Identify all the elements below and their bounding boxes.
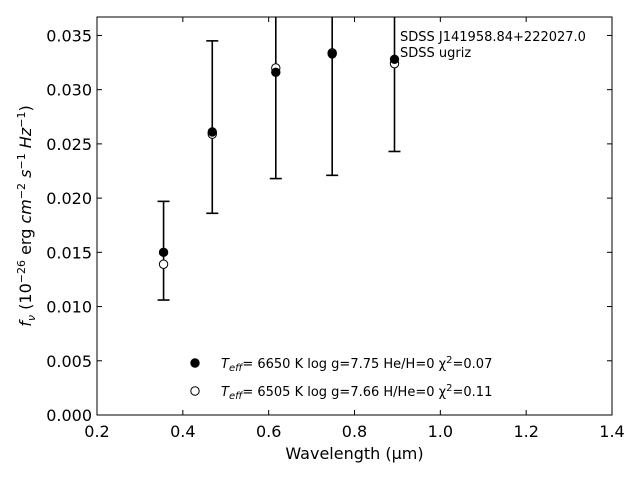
y-tick-label: 0.020 — [46, 189, 92, 208]
legend-teff-subscript: eff — [229, 391, 244, 402]
data-points — [158, 48, 400, 269]
point-filled — [389, 54, 400, 64]
legend-entry-1: Teff= 6650 K log g=7.75 He/H=0 χ2=0.07 — [221, 355, 492, 374]
point-filled — [271, 67, 281, 78]
point-filled — [158, 247, 169, 258]
x-tick-label: 0.4 — [170, 422, 195, 441]
legend-marker-filled — [190, 358, 200, 368]
y-tick-label: 0.015 — [46, 243, 92, 262]
error-bars — [157, 17, 401, 301]
y-axis-title: fν (10−26 erg cm−2 s−1 Hz−1) — [15, 105, 38, 326]
y-tick-label: 0.030 — [46, 81, 92, 100]
y-tick-label: 0.025 — [46, 135, 92, 154]
legend-teff-symbol: T — [221, 385, 230, 400]
x-tick-label: 0.8 — [342, 422, 367, 441]
legend-entry-2: Teff= 6505 K log g=7.66 H/He=0 χ2=0.11 — [221, 383, 492, 402]
y-tick-label: 0.000 — [46, 406, 92, 425]
legend-marker-open — [190, 386, 200, 396]
legend-chi-exponent: 2 — [446, 383, 452, 394]
legend-chi-value: =0.07 — [453, 357, 493, 372]
legend-teff-subscript: eff — [229, 363, 244, 374]
y-tick-label: 0.005 — [46, 352, 92, 371]
point-filled — [207, 127, 217, 137]
legend-teff-symbol: T — [221, 357, 230, 372]
plot-frame — [96, 16, 613, 416]
legend: Teff= 6650 K log g=7.75 He/H=0 χ2=0.07 T… — [190, 355, 492, 402]
point-filled — [327, 49, 337, 59]
legend-params: = 6505 K log g=7.66 H/He=0 χ — [242, 385, 446, 400]
x-tick-label: 1.2 — [513, 422, 538, 441]
x-tick-label: 1.4 — [599, 422, 624, 441]
y-tick-label: 0.035 — [46, 26, 92, 45]
x-tick-label: 0.6 — [256, 422, 281, 441]
survey-annotation: SDSS ugriz — [400, 46, 471, 61]
object-name-annotation: SDSS J141958.84+222027.0 — [400, 30, 586, 45]
axis-ticks: 0.2 0.4 0.6 0.8 1.0 1.2 1.4 0.000 0.005 0.010 0.01… — [46, 17, 625, 441]
y-tick-label: 0.010 — [46, 298, 92, 317]
x-axis-title: Wavelength (μm) — [285, 444, 423, 463]
legend-chi-value: =0.11 — [453, 385, 493, 400]
legend-params: = 6650 K log g=7.75 He/H=0 χ — [242, 357, 446, 372]
x-tick-label: 1.0 — [428, 422, 453, 441]
x-tick-label: 0.2 — [84, 422, 109, 441]
point-open — [158, 259, 169, 269]
legend-chi-exponent: 2 — [446, 355, 452, 366]
